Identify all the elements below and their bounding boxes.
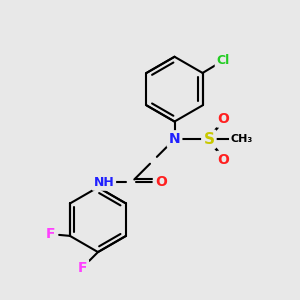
Text: O: O [218,112,230,126]
Text: S: S [203,132,214,147]
Text: CH₃: CH₃ [230,134,252,144]
Text: F: F [77,261,87,275]
Text: O: O [218,153,230,167]
Text: NH: NH [94,176,114,189]
Text: Cl: Cl [217,54,230,67]
Text: F: F [46,227,55,241]
Text: O: O [155,176,167,189]
Text: N: N [169,132,180,146]
